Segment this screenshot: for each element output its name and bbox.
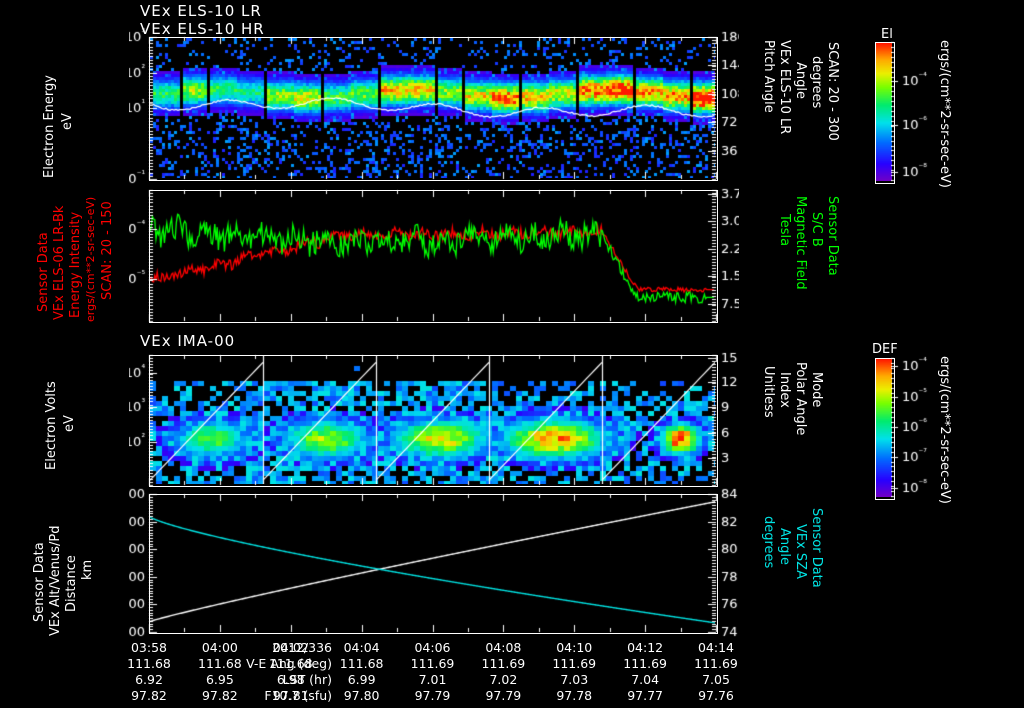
table-cell-ve_ang-8: 111.69 bbox=[694, 656, 738, 671]
panel2-left-axis-label-5: SCAN: 20 - 150 bbox=[100, 201, 115, 300]
panel1-right-axis-label-4: degrees bbox=[809, 56, 824, 109]
table-cell-time-8: 04:14 bbox=[697, 640, 735, 655]
panel3-axes-ticks bbox=[129, 345, 739, 495]
table-cell-f107-6: 97.78 bbox=[556, 688, 593, 703]
panel1-colorbar-title: El bbox=[881, 27, 893, 42]
table-cell-f107-0: 97.82 bbox=[131, 688, 167, 703]
panel2-right-axis-label-2: S/C B bbox=[809, 212, 824, 247]
panel1-left-axis-label-1: Electron Energy bbox=[42, 75, 57, 178]
panel4-left-axis-label-3: Distance bbox=[64, 555, 79, 612]
table-cell-ve_ang-1: 111.68 bbox=[198, 656, 242, 671]
panel2-left-axis-label-3: Energy Intensity bbox=[68, 211, 83, 318]
table-row-label-3: F10.7 (sfu) bbox=[264, 688, 332, 703]
table-cell-f107-1: 97.82 bbox=[201, 688, 238, 703]
table-cell-time-1: 04:00 bbox=[201, 640, 238, 655]
panel1-right-axis-label-5: SCAN: 20 - 300 bbox=[825, 42, 840, 141]
table-cell-time-7: 04:12 bbox=[627, 640, 664, 655]
table-cell-time-0: 03:58 bbox=[130, 640, 168, 655]
table-cell-lst-3: 6.99 bbox=[347, 672, 376, 687]
table-cell-lst-0: 6.92 bbox=[135, 672, 163, 687]
table-cell-time-4: 04:06 bbox=[414, 640, 451, 655]
table-cell-time-6: 04:10 bbox=[556, 640, 593, 655]
table-cell-time-2: 04:02 bbox=[272, 640, 309, 655]
table-cell-f107-7: 97.77 bbox=[627, 688, 664, 703]
table-cell-time-3: 04:04 bbox=[343, 640, 380, 655]
table-cell-lst-2: 6.98 bbox=[276, 672, 305, 687]
table-cell-f107-5: 97.79 bbox=[485, 688, 522, 703]
table-cell-f107-3: 97.80 bbox=[343, 688, 380, 703]
panel4-right-axis-label-2: VEx SZA bbox=[793, 524, 808, 579]
table-cell-lst-8: 7.05 bbox=[702, 672, 730, 687]
panel2-right-axis-label-3: Magnetic Field bbox=[793, 196, 808, 290]
table-cell-lst-7: 7.04 bbox=[631, 672, 660, 687]
panel4-right-axis-label-3: Angle bbox=[777, 528, 792, 565]
table-cell-ve_ang-7: 111.69 bbox=[623, 656, 667, 671]
panel2-right-axis-label-1: Sensor Data bbox=[825, 196, 840, 276]
panel4-right-axis-label-4: degrees bbox=[761, 516, 776, 569]
panel2-left-axis-label-4: ergs/(cm**2-sr-sec-eV) bbox=[84, 196, 97, 322]
panel3-right-axis-label-3: Index bbox=[777, 372, 792, 408]
table-cell-ve_ang-5: 111.69 bbox=[481, 656, 526, 671]
table-cell-ve_ang-6: 111.69 bbox=[552, 656, 597, 671]
panel3-colorbar-ticks bbox=[891, 354, 951, 502]
panel1-right-axis-label-1: Pitch Angle bbox=[761, 40, 776, 113]
table-cell-f107-4: 97.79 bbox=[414, 688, 451, 703]
panel4-right-axis-label-1: Sensor Data bbox=[809, 508, 824, 588]
table-cell-lst-4: 7.01 bbox=[418, 672, 447, 687]
table-cell-lst-1: 6.95 bbox=[205, 672, 234, 687]
panel3-right-axis-label-4: Unitless bbox=[761, 366, 776, 418]
panel1-colorbar-units: ergs/(cm**2-sr-sec-eV) bbox=[937, 40, 952, 188]
panel4-axes-ticks bbox=[129, 484, 739, 642]
panel3-right-axis-label-1: Mode bbox=[809, 372, 824, 408]
table-cell-lst-6: 7.03 bbox=[560, 672, 589, 687]
panel3-colorbar-title: DEF bbox=[872, 342, 898, 357]
table-cell-ve_ang-3: 111.68 bbox=[339, 656, 384, 671]
panel4-left-axis-label-4: km bbox=[80, 559, 95, 580]
panel1-right-axis-label-2: VEx ELS-10 LR bbox=[777, 40, 792, 135]
table-cell-ve_ang-4: 111.69 bbox=[410, 656, 455, 671]
panel2-left-axis-label-1: Sensor Data bbox=[36, 232, 51, 312]
panel3-right-axis-label-2: Polar Angle bbox=[793, 362, 808, 436]
panel4-left-axis-label-1: Sensor Data bbox=[32, 542, 47, 622]
panel2-right-axis-label-4: Tesla bbox=[777, 214, 792, 247]
table-cell-lst-5: 7.02 bbox=[489, 672, 518, 687]
panel1-title-lr: VEx ELS-10 LR bbox=[140, 2, 262, 20]
panel1-left-axis-label-2: eV bbox=[60, 113, 75, 130]
panel4-left-axis-label-2: VEx Alt/Venus/Pd bbox=[48, 525, 63, 636]
panel2-left-axis-label-2: VEx ELS-06 LR-Bk bbox=[52, 205, 67, 320]
table-row-label-2: LST (hr) bbox=[282, 672, 332, 687]
table-row-label-1: V-E Ang (deg) bbox=[246, 656, 332, 671]
table-cell-f107-8: 97.76 bbox=[698, 688, 734, 703]
table-cell-ve_ang-0: 111.68 bbox=[127, 656, 171, 671]
panel3-left-axis-label-2: eV bbox=[62, 415, 77, 432]
panel3-colorbar-units: ergs/(cm**2-sr-sec-eV) bbox=[937, 356, 952, 504]
panel1-right-axis-label-3: Angle bbox=[793, 62, 808, 99]
panel3-left-axis-label-1: Electron Volts bbox=[44, 381, 59, 470]
table-cell-time-5: 04:08 bbox=[485, 640, 522, 655]
panel3-colorbar bbox=[875, 358, 895, 500]
panel1-colorbar-ticks bbox=[891, 38, 951, 186]
panel1-colorbar bbox=[875, 42, 895, 184]
panel2-axes-ticks bbox=[129, 180, 739, 331]
table-row-label-0: 2012/336 bbox=[272, 640, 332, 655]
table-cell-f107-2: 97.81 bbox=[272, 688, 309, 703]
table-cell-ve_ang-2: 111.68 bbox=[268, 656, 313, 671]
panel1-axes-ticks bbox=[129, 27, 739, 189]
